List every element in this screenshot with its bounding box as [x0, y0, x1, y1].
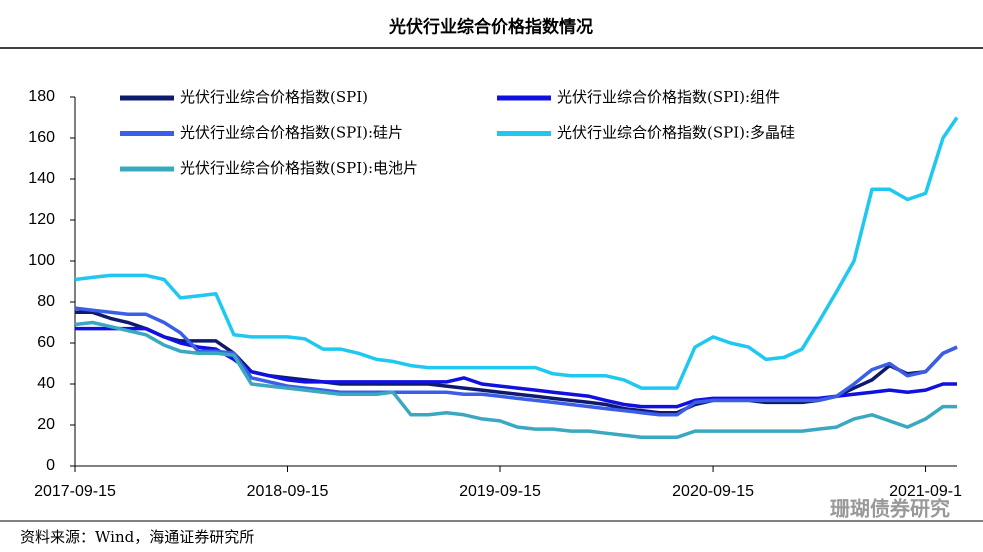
y-tick-label: 20 [37, 416, 55, 433]
x-tick-label: 2017-09-15 [34, 483, 116, 500]
y-tick-label: 60 [37, 334, 55, 351]
y-tick-label: 0 [46, 457, 55, 474]
legend-label: 光伏行业综合价格指数(SPI):硅片 [180, 124, 403, 142]
y-tick-label: 80 [37, 293, 55, 310]
y-tick-label: 100 [28, 252, 55, 269]
legend-label: 光伏行业综合价格指数(SPI) [180, 88, 368, 106]
series-line [74, 320, 957, 440]
x-tick-label: 2020-09-15 [672, 483, 754, 500]
x-tick-label: 2019-09-15 [459, 483, 541, 500]
y-tick-label: 120 [28, 211, 55, 228]
y-tick-label: 180 [28, 88, 55, 105]
chart-title: 光伏行业综合价格指数情况 [388, 17, 593, 38]
x-tick-label: 2021-09-1 [889, 483, 962, 500]
watermark: 珊瑚债券研究 [830, 497, 950, 521]
series-line [74, 306, 958, 417]
y-tick-label: 40 [37, 375, 55, 392]
legend-label: 光伏行业综合价格指数(SPI):组件 [557, 88, 780, 106]
y-tick-label: 140 [28, 170, 55, 187]
series-line [74, 116, 959, 390]
legend-label: 光伏行业综合价格指数(SPI):多晶硅 [557, 124, 795, 142]
legend-label: 光伏行业综合价格指数(SPI):电池片 [180, 159, 418, 177]
source-note: 资料来源：Wind，海通证券研究所 [20, 528, 254, 546]
x-tick-label: 2018-09-15 [247, 483, 329, 500]
y-tick-label: 160 [28, 129, 55, 146]
